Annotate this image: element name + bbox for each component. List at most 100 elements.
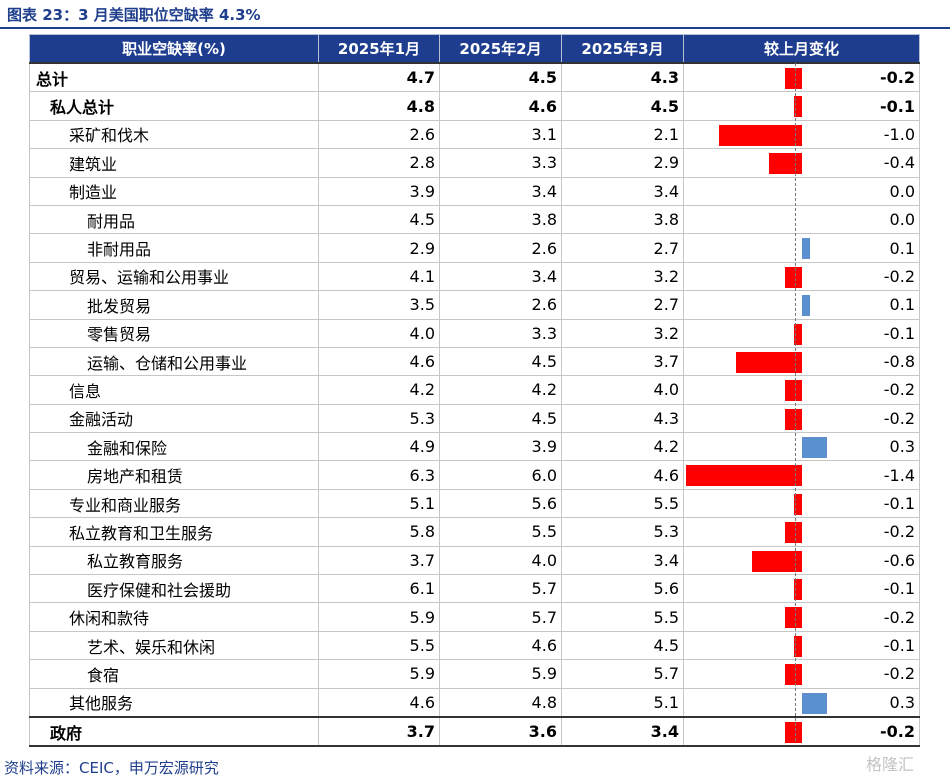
cell-change: -0.1 [683, 488, 920, 519]
change-value-label: -0.1 [883, 323, 915, 343]
cell-mar: 3.8 [561, 204, 684, 235]
change-bar-negative [719, 124, 802, 146]
row-category: 运输、仓储和公用事业 [29, 346, 319, 377]
cell-mar: 4.6 [561, 460, 684, 490]
row-category: 批发贸易 [29, 290, 319, 320]
table-row: 休闲和款待 5.9 5.7 5.5 -0.2 [29, 602, 920, 632]
cell-feb: 4.6 [439, 630, 562, 661]
table-row: 零售贸易 4.0 3.3 3.2 -0.1 [29, 318, 920, 348]
cell-jan: 3.7 [318, 715, 440, 748]
cell-mar: 5.3 [561, 517, 684, 547]
cell-change: -0.1 [683, 574, 920, 604]
cell-mar: 2.9 [561, 148, 684, 178]
cell-feb: 4.5 [439, 403, 562, 434]
table-row: 政府 3.7 3.6 3.4 -0.2 [29, 715, 920, 748]
change-value-label: -0.2 [880, 68, 915, 88]
table-body: 总计 4.7 4.5 4.3 -0.2 私人总计 4.8 4.6 4.5 -0.1 采矿和伐木 2.6… [29, 62, 920, 748]
table-row: 运输、仓储和公用事业 4.6 4.5 3.7 -0.8 [29, 346, 920, 377]
change-value-label: -0.1 [880, 96, 915, 116]
cell-change: 0.1 [683, 233, 920, 263]
cell-jan: 5.1 [318, 488, 440, 519]
cell-feb: 3.8 [439, 204, 562, 235]
row-category: 休闲和款待 [29, 602, 319, 632]
source-note: 资料来源：CEIC，申万宏源研究 [4, 759, 219, 777]
zero-axis-line [795, 63, 796, 741]
cell-feb: 2.6 [439, 290, 562, 320]
header-change: 较上月变化 [683, 34, 920, 64]
cell-jan: 5.9 [318, 659, 440, 689]
row-category: 政府 [29, 715, 319, 748]
cell-jan: 6.3 [318, 460, 440, 490]
change-bar-positive [802, 238, 811, 260]
change-bar-negative [793, 579, 802, 601]
table-row: 私人总计 4.8 4.6 4.5 -0.1 [29, 91, 920, 121]
chart-title: 图表 23：3 月美国职位空缺率 4.3% [7, 6, 261, 24]
change-value-label: -0.2 [883, 266, 915, 286]
change-bar-negative [785, 408, 802, 430]
row-category: 制造业 [29, 176, 319, 206]
vacancy-table: 职业空缺率(%) 2025年1月 2025年2月 2025年3月 较上月变化 总… [29, 34, 920, 748]
change-value-label: -0.2 [883, 408, 915, 428]
header-row: 职业空缺率(%) 2025年1月 2025年2月 2025年3月 较上月变化 [29, 34, 920, 64]
row-category: 房地产和租赁 [29, 460, 319, 490]
row-category: 耐用品 [29, 204, 319, 235]
cell-mar: 4.5 [561, 630, 684, 661]
cell-change: -0.1 [683, 91, 920, 121]
row-category: 采矿和伐木 [29, 119, 319, 150]
cell-feb: 3.9 [439, 432, 562, 462]
change-value-label: 0.3 [889, 437, 915, 457]
cell-mar: 2.1 [561, 119, 684, 150]
cell-mar: 4.2 [561, 432, 684, 462]
cell-mar: 3.2 [561, 261, 684, 292]
table-row: 房地产和租赁 6.3 6.0 4.6 -1.4 [29, 460, 920, 490]
cell-change: -0.2 [683, 659, 920, 689]
change-bar-negative [735, 351, 802, 373]
title-rule [0, 27, 950, 29]
table-row: 非耐用品 2.9 2.6 2.7 0.1 [29, 233, 920, 263]
change-value-label: -0.2 [883, 607, 915, 627]
cell-feb: 5.6 [439, 488, 562, 519]
cell-change: -0.2 [683, 602, 920, 632]
change-bar-negative [685, 465, 802, 487]
cell-feb: 3.1 [439, 119, 562, 150]
change-bar-positive [802, 692, 827, 714]
table-row: 食宿 5.9 5.9 5.7 -0.2 [29, 659, 920, 689]
table-row: 艺术、娱乐和休闲 5.5 4.6 4.5 -0.1 [29, 630, 920, 661]
row-category: 信息 [29, 375, 319, 405]
cell-feb: 4.0 [439, 545, 562, 576]
cell-feb: 5.7 [439, 602, 562, 632]
cell-jan: 5.8 [318, 517, 440, 547]
cell-mar: 4.3 [561, 62, 684, 93]
cell-mar: 2.7 [561, 233, 684, 263]
cell-mar: 5.5 [561, 488, 684, 519]
row-category: 非耐用品 [29, 233, 319, 263]
cell-mar: 2.7 [561, 290, 684, 320]
cell-feb: 3.3 [439, 318, 562, 348]
change-bar-negative [785, 68, 802, 89]
cell-change: -1.4 [683, 460, 920, 490]
change-value-label: -0.1 [883, 636, 915, 655]
change-value-label: -0.2 [880, 722, 915, 742]
row-category: 私立教育服务 [29, 545, 319, 576]
cell-jan: 3.7 [318, 545, 440, 576]
change-value-label: -0.2 [883, 664, 915, 684]
table-row: 私立教育服务 3.7 4.0 3.4 -0.6 [29, 545, 920, 576]
cell-feb: 3.4 [439, 261, 562, 292]
row-category: 私人总计 [29, 91, 319, 121]
table-row: 批发贸易 3.5 2.6 2.7 0.1 [29, 290, 920, 320]
cell-mar: 4.0 [561, 375, 684, 405]
change-bar-positive [802, 295, 811, 317]
change-value-label: 0.0 [889, 210, 915, 230]
cell-feb: 3.4 [439, 176, 562, 206]
cell-jan: 4.7 [318, 62, 440, 93]
cell-mar: 5.1 [561, 687, 684, 718]
table-row: 其他服务 4.6 4.8 5.1 0.3 [29, 687, 920, 718]
change-value-label: -0.1 [883, 579, 915, 599]
row-category: 贸易、运输和公用事业 [29, 261, 319, 292]
row-category: 私立教育和卫生服务 [29, 517, 319, 547]
row-category: 总计 [29, 62, 319, 93]
change-value-label: 0.3 [889, 692, 915, 712]
cell-jan: 4.2 [318, 375, 440, 405]
cell-change: 0.0 [683, 176, 920, 206]
row-category: 零售贸易 [29, 318, 319, 348]
